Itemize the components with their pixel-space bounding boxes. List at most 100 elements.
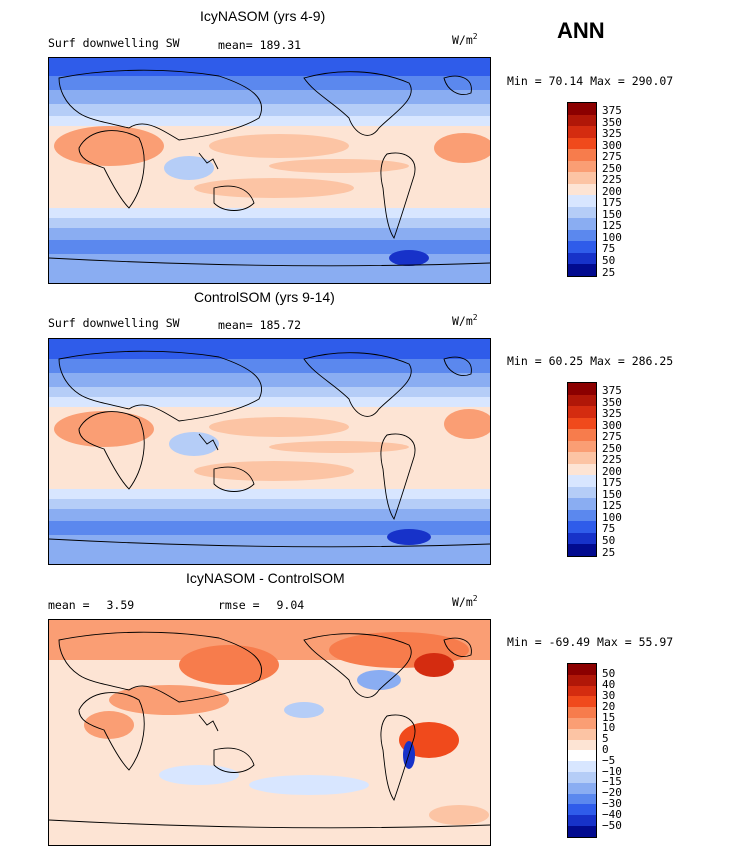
panel-1-swatch (568, 103, 596, 115)
panel-3-level: −40 (602, 807, 622, 821)
panel-3-level: 40 (602, 678, 616, 692)
panel-1-swatch (568, 114, 596, 127)
panel-3-swatch (568, 761, 596, 772)
panel-2-min-label: Min = (507, 354, 542, 368)
panel-3-units-base: W/m (452, 594, 473, 609)
panel-2-variable: Surf downwelling SW (48, 316, 180, 330)
panel-1-level: 225 (602, 173, 622, 187)
panel-3-units-exp: 2 (472, 594, 478, 603)
panel-2-units-base: W/m (452, 313, 473, 328)
panel-3-mean: mean = 3.59 (48, 598, 134, 612)
panel-3-level: 0 (602, 743, 609, 756)
panel-1-swatch (568, 149, 596, 161)
panel-1-min-value: 70.14 (548, 74, 584, 88)
panel-1-colorbar (567, 102, 597, 277)
panel-2-map (48, 338, 491, 565)
panel-2-swatch (568, 417, 596, 430)
panel-1-map (48, 57, 491, 284)
panel-3-max-value: 55.97 (638, 635, 674, 649)
panel-1-level: 25 (602, 265, 616, 279)
panel-1-max-label: Max = (590, 74, 625, 88)
panel-3-rmse-label: rmse = (218, 598, 260, 612)
panel-2-level: 200 (602, 464, 622, 478)
panel-3-rmse: rmse = 9.04 (218, 598, 304, 612)
panel-1-level: 250 (602, 161, 622, 175)
panel-3-swatch (568, 717, 596, 729)
panel-3-swatch (568, 804, 596, 816)
panel-1-level: 300 (602, 138, 622, 152)
panel-2-min-value: 60.25 (548, 354, 584, 368)
panel-3-map (48, 619, 491, 846)
panel-1-level: 125 (602, 219, 622, 233)
panel-3-colorbar (567, 663, 597, 838)
panel-1-level: 50 (602, 254, 616, 267)
panel-3-level: 5 (602, 732, 609, 746)
panel-2-swatch (568, 521, 596, 533)
panel-1-swatch (568, 264, 596, 276)
panel-1-units-exp: 2 (472, 32, 478, 41)
panel-2-level: 225 (602, 453, 622, 467)
panel-1-swatch (568, 229, 596, 242)
panel-2-swatch (568, 429, 596, 441)
panel-2-max-label: Max = (590, 354, 625, 368)
panel-1-variable: Surf downwelling SW (48, 36, 180, 50)
panel-2-minmax: Min = 60.25 Max = 286.25 (507, 354, 673, 368)
panel-3-level: 30 (602, 689, 616, 702)
panel-1-swatch (568, 206, 596, 219)
panel-3-level: 15 (602, 710, 616, 724)
panel-1-min-label: Min = (507, 74, 542, 88)
panel-2-level: 275 (602, 430, 622, 444)
panel-2-swatch (568, 394, 596, 407)
panel-2-swatch (568, 463, 596, 476)
panel-3-swatch (568, 696, 596, 708)
panel-2-level: 25 (602, 545, 616, 559)
panel-3-swatch (568, 739, 596, 751)
panel-2-level: 325 (602, 407, 622, 420)
panel-3-swatch (568, 793, 596, 805)
panel-1-level: 325 (602, 127, 622, 140)
panel-3-level: −50 (602, 818, 622, 832)
panel-2-swatch (568, 498, 596, 510)
panel-1-swatch (568, 241, 596, 253)
panel-3-swatch (568, 825, 596, 837)
panel-1-level: 375 (602, 104, 622, 117)
panel-1-level: 275 (602, 150, 622, 164)
panel-3-level: 50 (602, 667, 616, 681)
panel-3-level: −15 (602, 775, 622, 789)
panel-2-level: 125 (602, 499, 622, 513)
panel-2-swatch (568, 383, 596, 395)
panel-2-level: 175 (602, 476, 622, 490)
panel-2-level: 150 (602, 487, 622, 501)
panel-3-level: −30 (602, 797, 622, 810)
panel-1-level: 150 (602, 207, 622, 221)
panel-1-swatch (568, 160, 596, 173)
panel-2-level: 250 (602, 441, 622, 455)
panel-2-mean-value: 185.72 (259, 318, 302, 332)
panel-3-min-label: Min = (507, 635, 542, 649)
panel-2-swatch (568, 475, 596, 487)
panel-1-swatch (568, 218, 596, 230)
panel-3-swatch (568, 815, 596, 826)
panel-3-title: IcyNASOM - ControlSOM (186, 570, 345, 586)
panel-1-swatch (568, 172, 596, 184)
panel-1-units-base: W/m (452, 32, 473, 47)
panel-2-level: 50 (602, 534, 616, 547)
panel-2-swatch (568, 440, 596, 453)
panel-3-swatch (568, 728, 596, 740)
panel-2-swatch (568, 486, 596, 499)
panel-1-swatch (568, 183, 596, 196)
panel-3-mean-label: mean = (48, 598, 90, 612)
panel-3-swatch (568, 771, 596, 783)
panel-1-level: 200 (602, 184, 622, 198)
panel-2-swatch (568, 509, 596, 522)
season-label: ANN (557, 18, 605, 43)
panel-3-min-value: -69.49 (548, 635, 591, 649)
panel-3-swatch (568, 750, 596, 762)
panel-3-swatch (568, 664, 596, 675)
panel-2-level: 300 (602, 418, 622, 432)
panel-1-level: 350 (602, 115, 622, 129)
panel-3-level: −10 (602, 764, 622, 778)
panel-1-level: 175 (602, 196, 622, 210)
panel-3-level: 20 (602, 699, 616, 713)
panel-1-level: 100 (602, 230, 622, 244)
